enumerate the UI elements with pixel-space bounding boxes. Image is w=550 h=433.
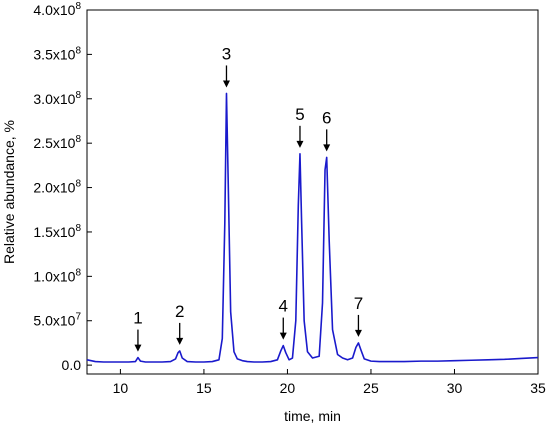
x-tick-label: 20 <box>280 380 296 396</box>
x-tick-label: 35 <box>530 380 546 396</box>
x-tick-label: 15 <box>196 380 212 396</box>
peak-label: 2 <box>175 302 184 321</box>
peak-arrow-head <box>176 337 184 345</box>
series-line <box>86 92 539 363</box>
y-tick-label: 2.0x108 <box>33 179 81 196</box>
y-tick-label: 5.0x107 <box>33 312 81 329</box>
peak-arrow-head <box>134 344 142 352</box>
peak-arrow-head <box>354 329 362 337</box>
y-tick-label: 3.0x108 <box>33 90 81 107</box>
peak-label: 1 <box>133 309 142 328</box>
x-tick-label: 10 <box>113 380 129 396</box>
x-axis: 10 15 20 25 30 35 <box>113 369 546 396</box>
peak-arrow-head <box>279 332 287 340</box>
peak-annotations: 1 2 3 4 5 6 7 <box>133 44 363 352</box>
x-axis-title: time, min <box>284 408 341 424</box>
x-tick-label: 25 <box>363 380 379 396</box>
peak-label: 4 <box>279 297 288 316</box>
y-tick-label: 2.5x108 <box>33 134 81 151</box>
peak-label: 3 <box>222 44 231 63</box>
y-tick-label: 4.0x108 <box>33 1 81 18</box>
y-tick-label: 1.0x108 <box>33 267 81 284</box>
peak-label: 7 <box>354 294 363 313</box>
plot-frame <box>86 9 539 375</box>
peak-arrow-head <box>222 80 230 88</box>
y-axis: 0.0 5.0x107 1.0x108 1.5x108 2.0x108 2.5x108 3.… <box>33 1 92 373</box>
peak-arrow-head <box>296 140 304 148</box>
peak-label: 6 <box>322 108 331 127</box>
y-tick-label: 3.5x108 <box>33 45 81 62</box>
y-tick-label: 0.0 <box>62 357 82 373</box>
x-tick-label: 30 <box>447 380 463 396</box>
y-axis-title: Relative abundance, % <box>1 120 17 264</box>
y-tick-label: 1.5x108 <box>33 223 81 240</box>
peak-label: 5 <box>295 105 304 124</box>
peak-arrow-head <box>323 144 331 152</box>
